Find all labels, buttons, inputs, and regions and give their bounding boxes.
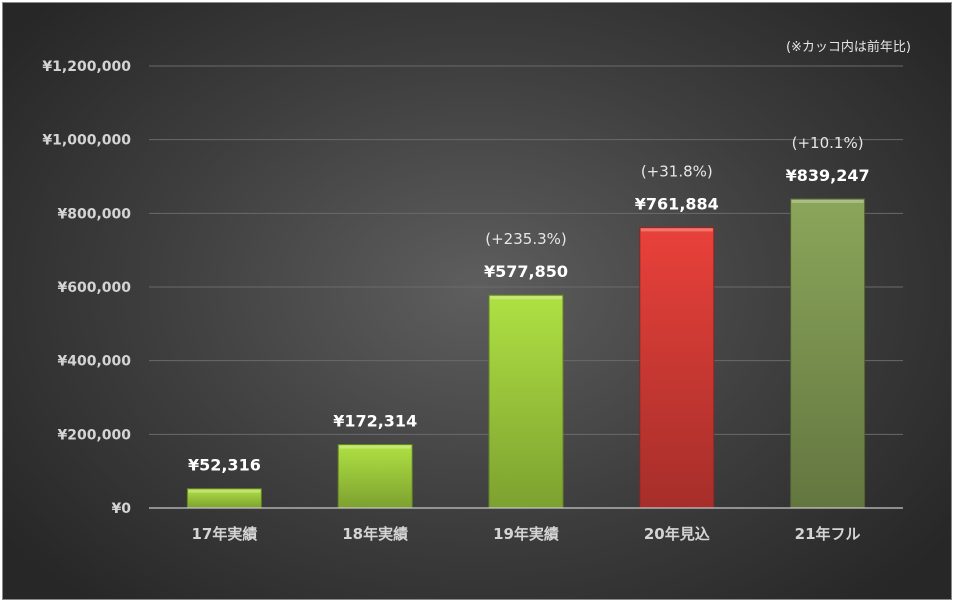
value-label: ¥839,247 — [786, 166, 870, 185]
y-tick-label: ¥400,000 — [57, 354, 131, 370]
data-labels: ¥52,316 ¥172,314 ¥577,850 (+235.3%) ¥761,884… — [188, 134, 870, 475]
bar — [639, 226, 715, 509]
bar-highlight — [791, 199, 864, 203]
y-axis-ticks: ¥0 ¥200,000 ¥400,000 ¥600,000 ¥800,000 ¥1,000… — [42, 59, 131, 517]
bar-highlight — [339, 445, 412, 449]
value-label: ¥172,314 — [333, 412, 417, 431]
bar-highlight — [188, 489, 261, 493]
y-tick-label: ¥1,200,000 — [42, 59, 131, 75]
bar — [337, 444, 413, 509]
x-tick-label: 20年見込 — [644, 525, 710, 543]
change-label: (+235.3%) — [485, 230, 566, 248]
x-tick-label: 19年実績 — [493, 525, 559, 543]
value-label: ¥52,316 — [188, 456, 261, 475]
y-tick-label: ¥1,000,000 — [42, 133, 131, 149]
bar-highlight — [490, 296, 562, 300]
bar-chart: ¥0 ¥200,000 ¥400,000 ¥600,000 ¥800,000 ¥1,000… — [42, 39, 911, 543]
y-tick-label: ¥200,000 — [57, 427, 131, 443]
change-label: (+31.8%) — [641, 162, 713, 180]
bar — [488, 294, 564, 509]
y-tick-label: ¥0 — [112, 501, 132, 517]
y-tick-label: ¥600,000 — [57, 280, 131, 296]
x-tick-label: 18年実績 — [342, 525, 408, 543]
gridlines — [149, 65, 903, 435]
x-axis: 17年実績 18年実績 19年実績 20年見込 21年フル — [149, 507, 903, 543]
value-label: ¥761,884 — [635, 194, 719, 213]
bar-highlight — [640, 228, 713, 232]
x-tick-label: 17年実績 — [191, 525, 257, 543]
change-label: (+10.1%) — [792, 134, 864, 152]
y-tick-label: ¥800,000 — [57, 206, 131, 222]
value-label: ¥577,850 — [484, 262, 568, 281]
chart-note: (※カッコ内は前年比) — [786, 39, 911, 55]
x-tick-label: 21年フル — [795, 525, 861, 543]
bar — [790, 198, 866, 509]
